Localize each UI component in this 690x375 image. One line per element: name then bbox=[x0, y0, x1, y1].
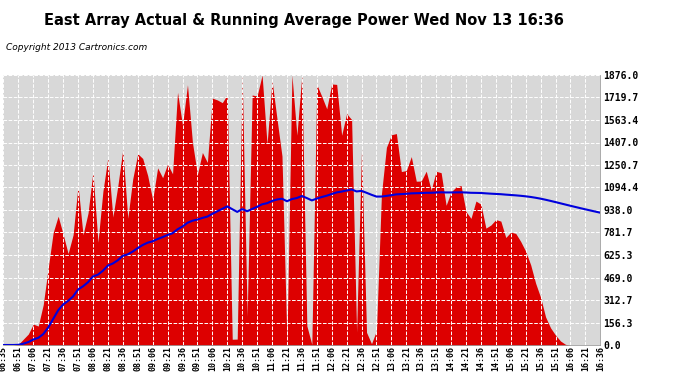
Text: Copyright 2013 Cartronics.com: Copyright 2013 Cartronics.com bbox=[6, 43, 147, 52]
Text: East Array Actual & Running Average Power Wed Nov 13 16:36: East Array Actual & Running Average Powe… bbox=[43, 13, 564, 28]
